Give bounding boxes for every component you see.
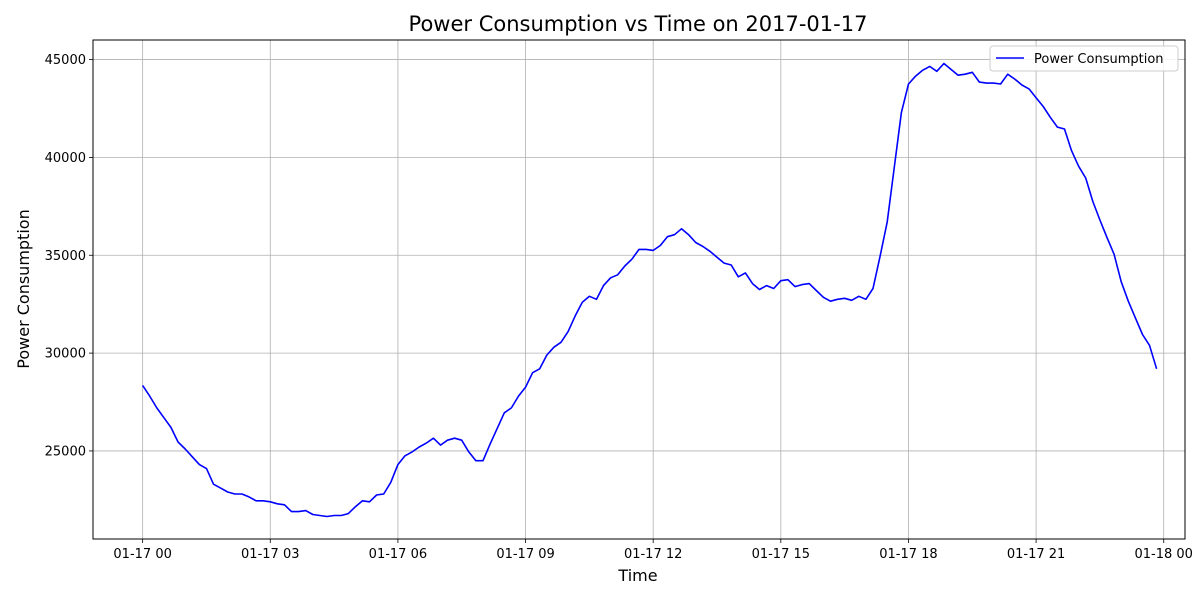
series-line-power-consumption <box>141 62 1158 518</box>
chart-title: Power Consumption vs Time on 2017-01-17 <box>409 12 868 36</box>
y-tick-label: 30000 <box>45 347 86 362</box>
y-axis-title: Power Consumption <box>14 209 33 368</box>
x-tick-label: 01-17 00 <box>113 547 171 562</box>
x-tick-label: 01-17 15 <box>752 547 810 562</box>
x-axis-title: Time <box>617 566 657 585</box>
y-tick-label: 35000 <box>45 249 86 264</box>
x-tick-label: 01-17 21 <box>1007 547 1065 562</box>
legend-label: Power Consumption <box>1034 52 1164 67</box>
x-tick-label: 01-17 09 <box>496 547 554 562</box>
x-tick-label: 01-17 18 <box>879 547 937 562</box>
legend: Power Consumption <box>989 45 1179 72</box>
y-tick-label: 40000 <box>45 151 86 166</box>
x-tick-label: 01-17 12 <box>624 547 682 562</box>
x-tick-label: 01-17 06 <box>369 547 427 562</box>
legend-box <box>989 45 1179 72</box>
x-tick-label: 01-17 03 <box>241 547 299 562</box>
x-axis-ticks: 01-17 00 01-17 03 01-17 06 01-17 09 01-17 12… <box>113 539 1193 562</box>
series-group <box>141 62 1158 518</box>
y-tick-label: 45000 <box>45 53 86 68</box>
plot-frame <box>92 39 1186 540</box>
y-axis-ticks: 25000 30000 35000 40000 45000 <box>45 53 93 459</box>
y-tick-label: 25000 <box>45 444 86 459</box>
x-tick-label: 01-18 00 <box>1135 547 1193 562</box>
